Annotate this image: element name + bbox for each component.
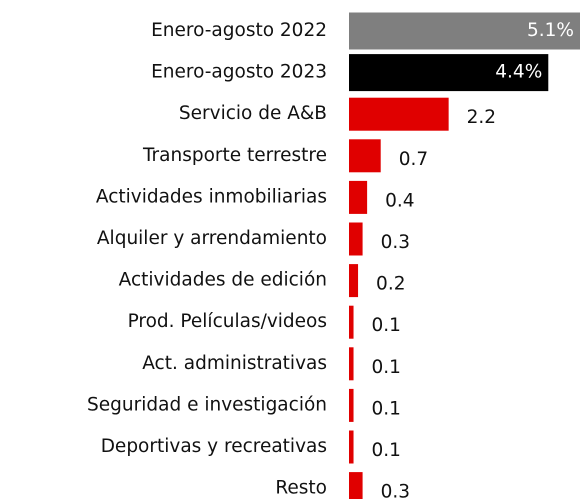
value-label: 5.1% xyxy=(527,20,574,41)
value-label: 4.4% xyxy=(495,62,542,83)
bar xyxy=(349,305,354,339)
bar xyxy=(349,264,359,298)
value-label: 0.1 xyxy=(372,440,401,461)
bar xyxy=(349,97,449,131)
category-label: Servicio de A&B xyxy=(179,103,327,124)
value-label: 0.1 xyxy=(372,315,401,336)
bar xyxy=(349,222,363,256)
bar xyxy=(349,180,368,214)
category-label: Enero-agosto 2023 xyxy=(151,62,327,83)
value-label: 0.3 xyxy=(381,482,410,499)
category-label: Alquiler y arrendamiento xyxy=(97,228,327,249)
bar xyxy=(349,54,549,92)
value-label: 0.1 xyxy=(372,398,401,419)
bar xyxy=(349,388,354,422)
bar xyxy=(349,347,354,381)
bar xyxy=(349,139,381,173)
category-label: Actividades inmobiliarias xyxy=(96,186,327,207)
category-label: Transporte terrestre xyxy=(142,145,327,166)
value-label: 0.3 xyxy=(381,232,410,253)
category-label: Deportivas y recreativas xyxy=(101,436,327,457)
bar xyxy=(349,430,354,464)
value-label: 2.2 xyxy=(467,107,496,128)
category-label: Enero-agosto 2022 xyxy=(151,20,327,41)
value-label: 0.7 xyxy=(399,149,428,170)
bar xyxy=(349,472,363,499)
value-label: 0.4 xyxy=(385,190,414,211)
category-label: Act. administrativas xyxy=(142,353,327,374)
category-label: Prod. Películas/videos xyxy=(128,311,327,332)
category-label: Resto xyxy=(275,478,327,499)
bar xyxy=(349,12,580,50)
category-label: Actividades de edición xyxy=(119,270,327,291)
category-label: Seguridad e investigación xyxy=(87,394,327,415)
value-label: 0.1 xyxy=(372,357,401,378)
value-label: 0.2 xyxy=(376,274,405,295)
